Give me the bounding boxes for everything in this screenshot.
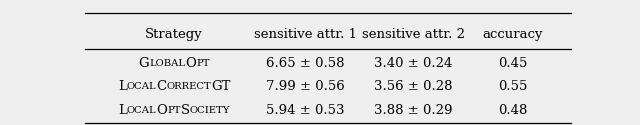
Text: OCAL: OCAL xyxy=(127,82,156,91)
Text: LOBAL: LOBAL xyxy=(149,59,186,68)
Text: PT: PT xyxy=(168,106,181,115)
Text: OCIETY: OCIETY xyxy=(190,106,230,115)
Text: 0.45: 0.45 xyxy=(498,57,527,70)
Text: Strategy: Strategy xyxy=(145,28,203,41)
Text: 7.99 ± 0.56: 7.99 ± 0.56 xyxy=(266,80,345,93)
Text: accuracy: accuracy xyxy=(483,28,543,41)
Text: C: C xyxy=(156,80,166,93)
Text: GT: GT xyxy=(211,80,230,93)
Text: 3.40 ± 0.24: 3.40 ± 0.24 xyxy=(374,57,452,70)
Text: sensitive attr. 1: sensitive attr. 1 xyxy=(254,28,357,41)
Text: O: O xyxy=(157,104,168,117)
Text: 6.65 ± 0.58: 6.65 ± 0.58 xyxy=(266,57,345,70)
Text: sensitive attr. 2: sensitive attr. 2 xyxy=(362,28,465,41)
Text: 5.94 ± 0.53: 5.94 ± 0.53 xyxy=(266,104,345,117)
Text: S: S xyxy=(181,104,190,117)
Text: PT: PT xyxy=(196,59,210,68)
Text: OCAL: OCAL xyxy=(127,106,157,115)
Text: O: O xyxy=(186,57,196,70)
Text: 3.56 ± 0.28: 3.56 ± 0.28 xyxy=(374,80,452,93)
Text: 0.48: 0.48 xyxy=(498,104,527,117)
Text: L: L xyxy=(118,104,127,117)
Text: ORRECT: ORRECT xyxy=(166,82,211,91)
Text: G: G xyxy=(139,57,149,70)
Text: 0.55: 0.55 xyxy=(498,80,527,93)
Text: 3.88 ± 0.29: 3.88 ± 0.29 xyxy=(374,104,452,117)
Text: L: L xyxy=(118,80,127,93)
